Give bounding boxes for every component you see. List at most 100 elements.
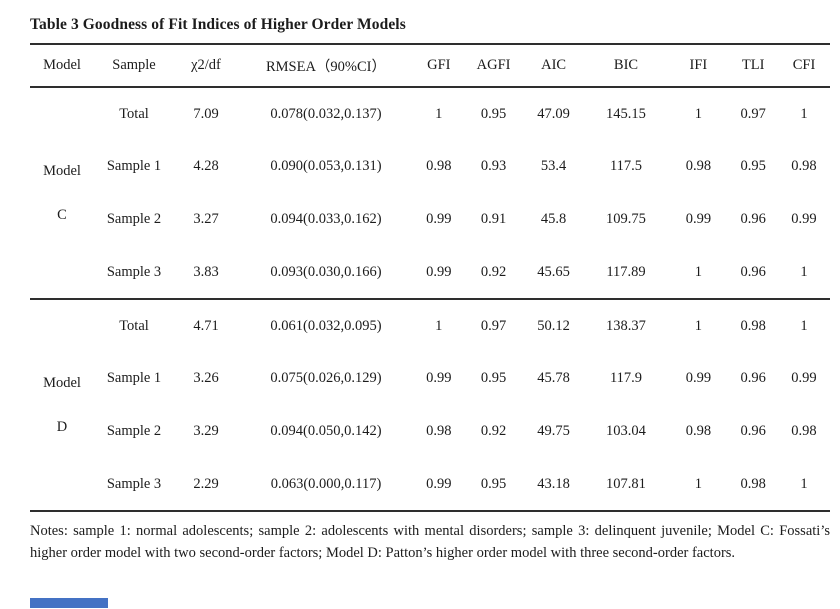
- cell-bic: 109.75: [606, 211, 646, 227]
- cell-chi-df: 3.27: [193, 211, 219, 227]
- cell-agfi: 0.91: [480, 211, 507, 227]
- cell-sample: Sample 1: [106, 158, 162, 174]
- cell-cfi: 0.98: [791, 158, 817, 174]
- col-header-gfi: GFI: [427, 57, 451, 73]
- model-label-line: Model: [43, 374, 81, 391]
- table-notes: Notes: sample 1: normal adolescents; sam…: [30, 523, 830, 561]
- cell-rmsea: 0.075(0.026,0.129): [270, 370, 382, 386]
- cell-rmsea: 0.094(0.050,0.142): [270, 423, 382, 439]
- cell-agfi: 0.95: [480, 475, 507, 492]
- cell-cfi: 0.98: [791, 423, 817, 439]
- cell-sample: Sample 1: [106, 370, 162, 386]
- cell-rmsea: 0.061(0.032,0.095): [270, 317, 382, 334]
- col-header-agfi: AGFI: [476, 57, 511, 73]
- col-header-ifi: IFI: [689, 57, 708, 73]
- model-label-line: Model: [43, 162, 81, 179]
- cell-cfi: 1: [800, 317, 808, 334]
- cell-agfi: 0.95: [480, 370, 507, 386]
- col-header-model: Model: [43, 57, 81, 73]
- cell-tli: 0.96: [740, 211, 766, 227]
- cell-sample: Total: [119, 317, 149, 334]
- col-header-cfi: CFI: [792, 57, 816, 73]
- cell-tli: 0.96: [740, 370, 766, 386]
- cell-aic: 45.78: [537, 370, 570, 386]
- cell-chi-df: 3.26: [193, 370, 219, 386]
- cell-chi-df: 7.09: [193, 105, 219, 122]
- cell-chi-df: 4.71: [193, 317, 219, 334]
- cell-ifi: 1: [694, 263, 703, 280]
- cell-aic: 53.4: [540, 158, 567, 174]
- table-row: Model C Total 7.09 0.078(0.032,0.137) 1 …: [30, 87, 830, 223]
- table-row: Sample 1 4.28 0.090(0.053,0.131) 0.98 0.…: [30, 140, 830, 193]
- paper-page: Table 3 Goodness of Fit Indices of Highe…: [30, 0, 830, 564]
- cell-agfi: 0.92: [480, 423, 507, 439]
- cell-gfi: 1: [435, 317, 443, 334]
- cell-chi-df: 3.83: [193, 263, 219, 280]
- cell-ifi: 0.98: [685, 158, 712, 174]
- table-title: Table 3 Goodness of Fit Indices of Highe…: [30, 16, 406, 33]
- cell-cfi: 1: [800, 475, 808, 492]
- highlight-bar: [30, 598, 108, 608]
- table-row: Sample 3 3.83 0.093(0.030,0.166) 0.99 0.…: [30, 246, 830, 299]
- cell-tli: 0.98: [740, 317, 766, 334]
- cell-bic: 117.5: [609, 158, 643, 174]
- cell-gfi: 0.98: [426, 158, 452, 174]
- cell-agfi: 0.97: [480, 317, 507, 334]
- cell-tli: 0.96: [740, 423, 766, 439]
- cell-bic: 107.81: [606, 475, 646, 492]
- cell-gfi: 0.99: [426, 475, 452, 492]
- cell-aic: 45.65: [537, 263, 570, 280]
- cell-sample: Sample 3: [106, 263, 162, 280]
- cell-aic: 47.09: [537, 105, 570, 122]
- model-label-line: D: [56, 418, 68, 435]
- col-header-chi-df: χ2/df: [191, 57, 221, 73]
- model-c-label: Model C: [30, 87, 94, 299]
- table-row: Sample 2 3.29 0.094(0.050,0.142) 0.98 0.…: [30, 405, 830, 458]
- cell-chi-df: 2.29: [193, 475, 219, 492]
- cell-agfi: 0.93: [480, 158, 507, 174]
- cell-gfi: 0.99: [426, 263, 452, 280]
- cell-aic: 50.12: [537, 317, 570, 334]
- cell-tli: 0.98: [740, 475, 766, 492]
- cell-ifi: 1: [694, 475, 703, 492]
- col-header-aic: AIC: [541, 57, 567, 73]
- cell-bic: 117.9: [609, 370, 643, 386]
- cell-rmsea: 0.078(0.032,0.137): [270, 105, 382, 122]
- cell-ifi: 0.99: [685, 211, 712, 227]
- cell-tli: 0.95: [740, 158, 766, 174]
- model-label-line: C: [57, 206, 67, 223]
- cell-ifi: 1: [694, 317, 703, 334]
- table-row: Sample 2 3.27 0.094(0.033,0.162) 0.99 0.…: [30, 193, 830, 246]
- cell-bic: 117.89: [606, 263, 646, 280]
- table-row: Model D Total 4.71 0.061(0.032,0.095) 1 …: [30, 299, 830, 435]
- cell-aic: 45.8: [540, 211, 567, 227]
- cell-cfi: 0.99: [791, 211, 817, 227]
- cell-tli: 0.97: [740, 105, 766, 122]
- cell-rmsea: 0.090(0.053,0.131): [270, 158, 382, 174]
- model-d-group: Model D Total 4.71 0.061(0.032,0.095) 1 …: [30, 299, 830, 511]
- cell-bic: 103.04: [606, 423, 646, 439]
- cell-cfi: 1: [800, 105, 808, 122]
- cell-gfi: 0.99: [426, 370, 452, 386]
- cell-gfi: 0.99: [426, 211, 452, 227]
- cell-chi-df: 4.28: [193, 158, 219, 174]
- cell-agfi: 0.92: [480, 263, 507, 280]
- cell-ifi: 0.99: [685, 370, 712, 386]
- cell-cfi: 1: [800, 263, 808, 280]
- cell-sample: Sample 2: [106, 423, 162, 439]
- cell-bic: 145.15: [606, 105, 646, 122]
- table-row: Sample 3 2.29 0.063(0.000,0.117) 0.99 0.…: [30, 458, 830, 511]
- cell-aic: 49.75: [537, 423, 570, 439]
- cell-gfi: 1: [435, 105, 443, 122]
- cell-rmsea: 0.093(0.030,0.166): [270, 263, 382, 280]
- cell-agfi: 0.95: [480, 105, 507, 122]
- col-header-tli: TLI: [741, 57, 765, 73]
- col-header-sample: Sample: [112, 57, 156, 73]
- goodness-of-fit-table: Model Sample χ2/df RMSEA（90%CI） GFI AGFI…: [30, 43, 830, 512]
- cell-chi-df: 3.29: [193, 423, 219, 439]
- cell-cfi: 0.99: [791, 370, 817, 386]
- cell-ifi: 1: [694, 105, 703, 122]
- model-c-group: Model C Total 7.09 0.078(0.032,0.137) 1 …: [30, 87, 830, 299]
- cell-sample: Sample 2: [106, 211, 162, 227]
- cell-sample: Sample 3: [106, 475, 162, 492]
